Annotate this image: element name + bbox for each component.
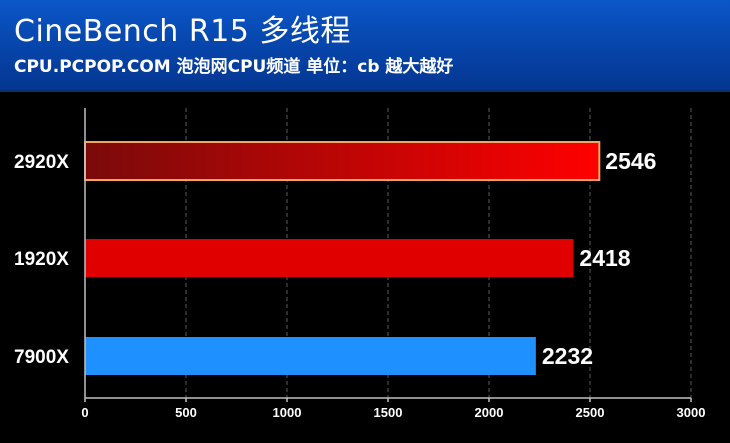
value-label-1920X: 2418: [579, 245, 630, 271]
x-tick-label-3000: 3000: [677, 405, 706, 420]
bar-1920X: [85, 239, 574, 277]
bars-group: 2546 2418 2232: [84, 141, 656, 375]
chart-header: CineBench R15 多线程 CPU.PCPOP.COM 泡泡网CPU频道…: [0, 0, 730, 92]
x-tick-label-1000: 1000: [273, 405, 302, 420]
category-label-1920X: 1920X: [14, 249, 69, 270]
x-tick-label-0: 0: [81, 405, 88, 420]
bar-2920X: [84, 141, 601, 181]
category-label-2920X: 2920X: [14, 152, 69, 173]
chart-title: CineBench R15 多线程: [14, 14, 351, 49]
value-label-2920X: 2546: [605, 148, 656, 174]
x-tick-label-1500: 1500: [374, 405, 403, 420]
chart-subtitle: CPU.PCPOP.COM 泡泡网CPU频道 单位：cb 越大越好: [14, 57, 454, 77]
category-label-7900X: 7900X: [14, 347, 69, 368]
x-tick-label-2000: 2000: [475, 405, 504, 420]
axes-group: 2920X 1920X 7900X 0 500 1000 1500 2000 2500 3000: [14, 108, 705, 420]
x-tick-label-500: 500: [175, 405, 197, 420]
value-label-7900X: 2232: [542, 343, 593, 369]
bar-7900X: [85, 337, 536, 375]
x-tick-label-2500: 2500: [576, 405, 605, 420]
